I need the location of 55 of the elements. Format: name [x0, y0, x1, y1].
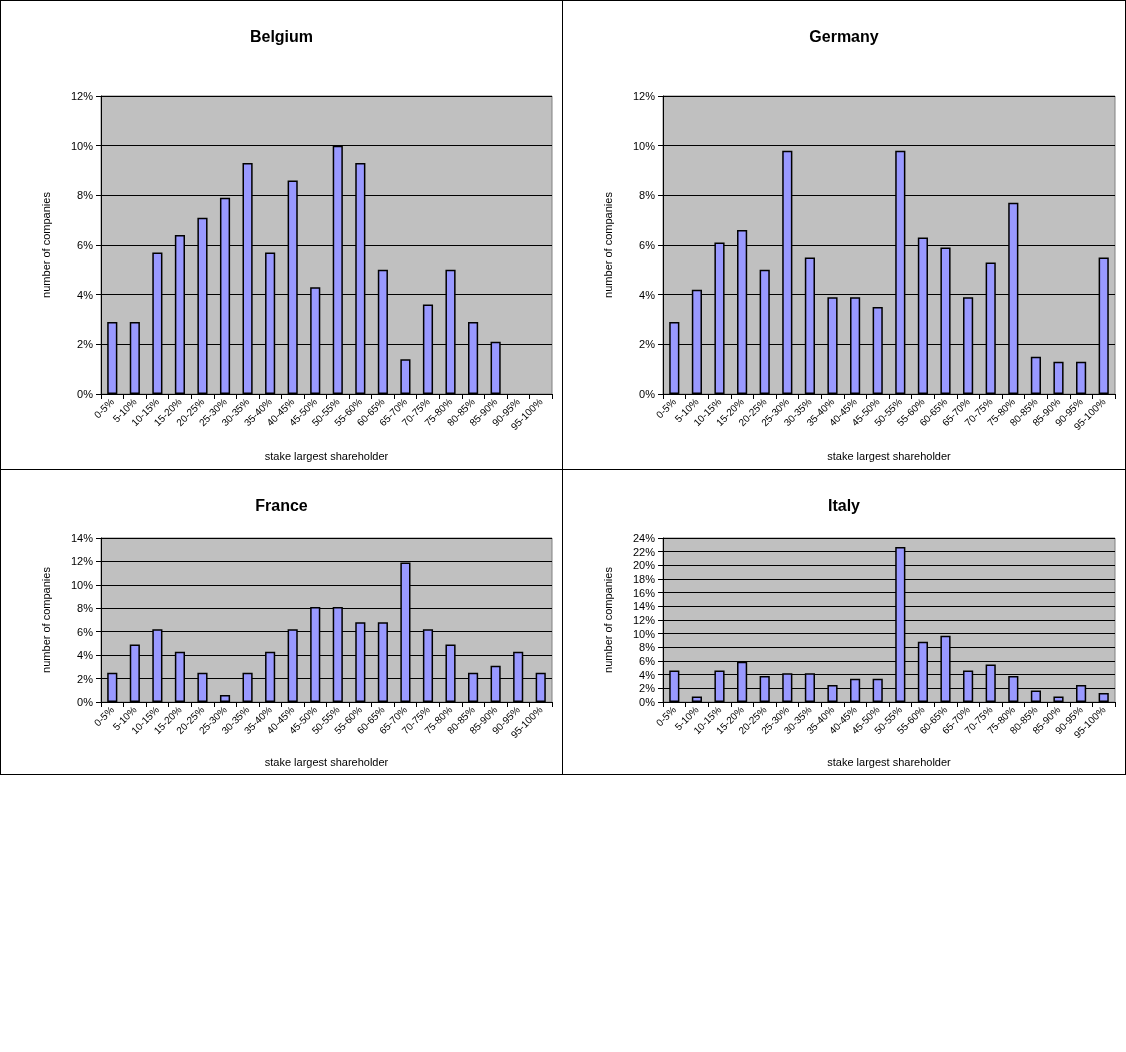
- y-tick-label: 0%: [639, 388, 656, 400]
- y-tick-label: 14%: [632, 600, 656, 613]
- y-axis-title: number of companies: [601, 566, 614, 673]
- y-tick-label: 18%: [632, 573, 656, 585]
- y-tick-label: 16%: [632, 586, 656, 599]
- y-tick-label: 12%: [632, 90, 656, 102]
- y-tick-label: 10%: [70, 578, 94, 591]
- y-tick-label: 4%: [639, 668, 656, 681]
- y-tick-label: 14%: [70, 532, 94, 544]
- y-axis-title: number of companies: [39, 566, 52, 673]
- bar: [1053, 361, 1064, 394]
- y-tick-label: 0%: [77, 696, 94, 708]
- y-tick-label: 6%: [77, 625, 94, 638]
- y-tick-label: 4%: [77, 649, 94, 662]
- y-axis-title: number of companies: [39, 191, 52, 298]
- y-tick-label: 22%: [632, 545, 656, 558]
- y-tick-label: 2%: [77, 338, 94, 351]
- bar: [219, 694, 231, 702]
- y-tick-label: 10%: [632, 627, 656, 640]
- y-tick-label: 24%: [632, 532, 656, 544]
- y-tick-label: 6%: [77, 239, 94, 251]
- y-tick-label: 20%: [632, 559, 656, 572]
- chart-title: Belgium: [249, 27, 314, 45]
- y-tick-label: 2%: [639, 338, 656, 351]
- bar: [691, 696, 702, 702]
- y-tick-label: 8%: [77, 189, 94, 202]
- y-tick-label: 10%: [632, 139, 656, 152]
- chart-title: Germany: [809, 27, 879, 45]
- x-axis-title: stake largest shareholder: [264, 449, 389, 462]
- y-tick-label: 2%: [639, 682, 656, 695]
- y-tick-label: 4%: [77, 288, 94, 301]
- x-axis-title: stake largest shareholder: [827, 755, 952, 768]
- y-tick-label: 10%: [70, 139, 94, 152]
- bar: [1076, 361, 1087, 394]
- y-axis-title: number of companies: [601, 191, 614, 298]
- y-tick-label: 0%: [77, 388, 94, 400]
- bar: [400, 359, 411, 394]
- y-tick-label: 6%: [639, 239, 656, 251]
- y-tick-label: 12%: [70, 555, 94, 568]
- bar: [1053, 696, 1064, 702]
- x-axis-title: stake largest shareholder: [264, 755, 389, 768]
- y-tick-label: 8%: [639, 189, 656, 202]
- y-tick-label: 8%: [77, 602, 94, 615]
- bar: [1098, 693, 1109, 702]
- chart-title: Italy: [827, 496, 861, 514]
- y-tick-label: 12%: [70, 90, 94, 102]
- y-tick-label: 2%: [77, 672, 94, 685]
- y-tick-label: 6%: [639, 655, 656, 667]
- y-tick-label: 0%: [639, 696, 656, 708]
- y-tick-label: 4%: [639, 288, 656, 301]
- bar: [1030, 356, 1041, 394]
- y-tick-label: 12%: [632, 614, 656, 626]
- chart-title: France: [255, 496, 308, 514]
- y-tick-label: 8%: [639, 641, 656, 654]
- x-axis-title: stake largest shareholder: [827, 449, 952, 462]
